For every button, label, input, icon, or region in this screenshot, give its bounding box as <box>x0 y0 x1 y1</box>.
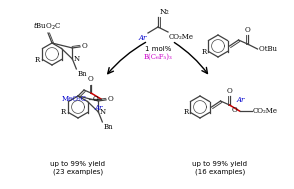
Text: Ar: Ar <box>95 104 103 112</box>
Text: N: N <box>99 108 106 116</box>
Text: Bn: Bn <box>77 70 87 78</box>
Text: Ar: Ar <box>236 96 245 104</box>
Text: B(C₆F₅)₃: B(C₆F₅)₃ <box>144 53 172 61</box>
Text: $t$BuO$_2$C: $t$BuO$_2$C <box>33 21 61 32</box>
Text: up to 99% yield: up to 99% yield <box>193 161 248 167</box>
Text: N₂: N₂ <box>160 8 170 16</box>
Text: O: O <box>108 95 114 103</box>
Text: R: R <box>201 47 206 56</box>
Text: MeO₂C: MeO₂C <box>62 95 87 103</box>
Text: R: R <box>60 108 66 116</box>
Text: 1 mol%: 1 mol% <box>145 46 171 52</box>
Text: O: O <box>232 106 237 114</box>
Text: Bn: Bn <box>103 123 113 131</box>
Text: CO₂Me: CO₂Me <box>169 33 194 41</box>
Text: R: R <box>183 108 188 116</box>
Text: CO₂Me: CO₂Me <box>253 107 278 115</box>
Text: (16 examples): (16 examples) <box>195 169 245 175</box>
Text: O: O <box>88 75 93 83</box>
Text: (23 examples): (23 examples) <box>53 169 103 175</box>
Text: O: O <box>226 87 232 95</box>
Text: O⁠tBu: O⁠tBu <box>258 45 277 53</box>
Text: O: O <box>82 42 88 50</box>
Text: O: O <box>245 26 250 34</box>
Text: Ar: Ar <box>139 34 147 42</box>
Text: up to 99% yield: up to 99% yield <box>51 161 106 167</box>
Text: O: O <box>93 95 99 103</box>
Text: N: N <box>73 55 79 63</box>
Text: R: R <box>34 56 39 64</box>
